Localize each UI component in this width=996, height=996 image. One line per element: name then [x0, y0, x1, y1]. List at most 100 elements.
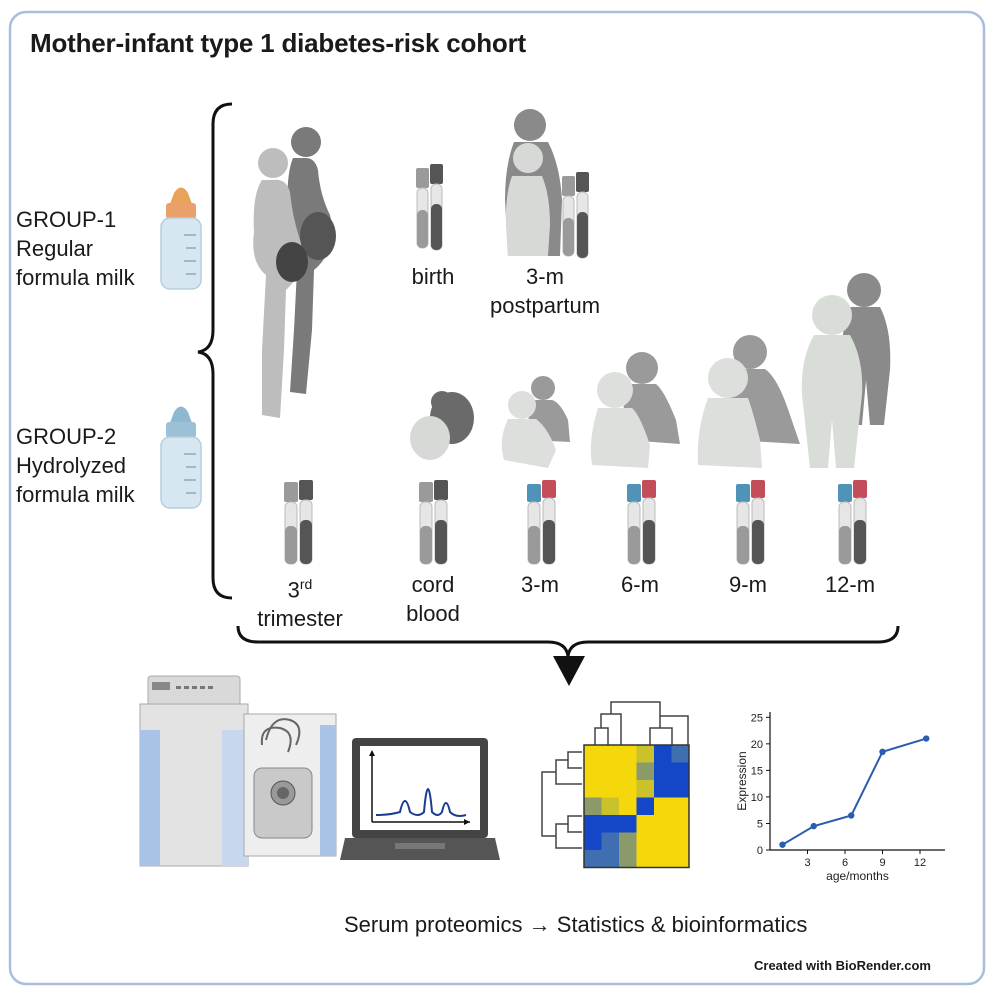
heatmap-cell: [671, 780, 690, 798]
heatmap-cell: [671, 832, 690, 851]
blood-tube-cord: [419, 480, 448, 565]
heatmap-cell: [671, 745, 690, 763]
heatmap-cell: [601, 745, 620, 763]
heatmap-cell: [619, 850, 637, 868]
y-tick-label: 25: [751, 712, 763, 724]
caption-proteomics: Serum proteomics: [344, 912, 523, 937]
heatmap-cell: [601, 762, 620, 781]
y-tick-label: 10: [751, 792, 763, 804]
trimester-line2: trimester: [257, 606, 343, 632]
down-arrow-icon: [553, 656, 585, 686]
heatmap-cell: [654, 797, 672, 816]
column-dendrogram: [594, 701, 689, 745]
heatmap-cell: [636, 780, 655, 798]
y-tick-label: 5: [757, 818, 763, 830]
timepoint-3m-postpartum-line2: postpartum: [489, 293, 601, 318]
heatmap-cell: [584, 832, 602, 851]
formula-bottle-hydrolyzed-icon: [160, 406, 202, 509]
group-1-line3: formula milk: [16, 265, 135, 290]
timepoint-3rd-trimester: 3rd trimester: [250, 570, 350, 633]
heatmap-cell: [619, 815, 637, 833]
heatmap-cell: [654, 815, 672, 833]
mass-spectrometer-icon: [139, 675, 337, 867]
laptop-chromatogram-icon: [340, 738, 500, 860]
heatmap-cell: [654, 745, 672, 763]
blood-tube-6m: [627, 480, 656, 565]
blood-tube-birth: [416, 164, 443, 251]
heatmap-cell: [671, 797, 690, 816]
page-title: Mother-infant type 1 diabetes-risk cohor…: [30, 28, 526, 58]
caption-statistics: Statistics & bioinformatics: [556, 912, 808, 937]
blood-tube-12m: [838, 480, 867, 565]
pregnant-mother-light-icon: [253, 148, 308, 418]
group-1-label: GROUP-1 Regular formula milk: [16, 205, 135, 292]
blood-tube-postpartum: [562, 172, 589, 259]
timepoint-3m-postpartum-line1: 3-m: [526, 264, 564, 289]
heatmap-cell: [636, 762, 655, 781]
timepoint-12m: 12-m: [824, 572, 876, 597]
heatmap-cell: [601, 815, 620, 833]
infant-9m-light-icon: [697, 358, 762, 468]
heatmap-cell: [654, 850, 672, 868]
trimester-number: 3: [287, 577, 300, 603]
credit-text: Created with BioRender.com: [754, 958, 931, 973]
toddler-light-icon: [801, 295, 863, 468]
y-tick-label: 0: [757, 845, 763, 857]
timepoint-3m-postpartum: 3-m postpartum: [470, 262, 620, 320]
heatmap-cell: [636, 850, 655, 868]
heatmap-cell: [601, 850, 620, 868]
expression-point: [779, 841, 786, 848]
formula-bottle-regular-icon: [160, 187, 202, 290]
y-axis-label: Expression: [735, 751, 749, 810]
y-tick-label: 20: [751, 739, 763, 751]
heatmap-cell: [601, 797, 620, 816]
infant-3m-light-icon: [501, 391, 556, 468]
x-tick-label: 3: [804, 857, 810, 869]
y-tick-label: 15: [751, 765, 763, 777]
x-tick-label: 6: [842, 857, 848, 869]
x-axis-label: age/months: [826, 869, 889, 883]
heatmap-cell: [584, 745, 602, 763]
x-tick-label: 9: [879, 857, 885, 869]
expression-point: [848, 812, 855, 819]
heatmap-border: [583, 744, 690, 869]
heatmap-cell: [619, 745, 637, 763]
expression-point: [923, 735, 930, 742]
postpartum-mother-light-icon: [505, 143, 550, 256]
heatmap-cell: [584, 780, 602, 798]
heatmap-cell: [636, 832, 655, 851]
heatmap-cell: [619, 762, 637, 781]
cord-blood-line1: cord: [411, 572, 455, 597]
fetus-icon: [410, 391, 474, 460]
heatmap-cell: [601, 832, 620, 851]
expression-point: [810, 822, 817, 830]
blood-tube-3m: [527, 480, 556, 565]
group-2-line2: Hydrolyzed: [16, 453, 127, 478]
group-1-name: GROUP-1: [16, 207, 117, 232]
x-tick-label: 12: [914, 857, 926, 869]
heatmap-cell: [584, 850, 602, 868]
timepoint-birth: birth: [411, 264, 455, 289]
heatmap-cell: [671, 762, 690, 781]
workflow-caption: Serum proteomics → Statistics & bioinfor…: [344, 912, 807, 938]
heatmap-cell: [584, 797, 602, 816]
timepoint-3m: 3-m: [521, 572, 559, 597]
expression-line-chart: 0 5 10 15 20 25 3 6 9 12 age/months Expression: [735, 712, 945, 883]
group-2-line3: formula milk: [16, 482, 135, 507]
blood-tube-trimester: [284, 480, 313, 565]
blood-tube-9m: [736, 480, 765, 565]
heatmap-cell: [584, 762, 602, 781]
heatmap: [583, 744, 690, 869]
heatmap-cell: [584, 815, 602, 833]
heatmap-cell: [654, 832, 672, 851]
timepoint-9m: 9-m: [729, 572, 767, 597]
timepoint-6m: 6-m: [621, 572, 659, 597]
group-1-line2: Regular: [16, 236, 94, 261]
heatmap-cell: [619, 832, 637, 851]
expression-point: [879, 748, 886, 756]
heatmap-cell: [654, 762, 672, 781]
heatmap-cell: [619, 780, 637, 798]
timepoint-cord-blood: cord blood: [383, 570, 483, 628]
